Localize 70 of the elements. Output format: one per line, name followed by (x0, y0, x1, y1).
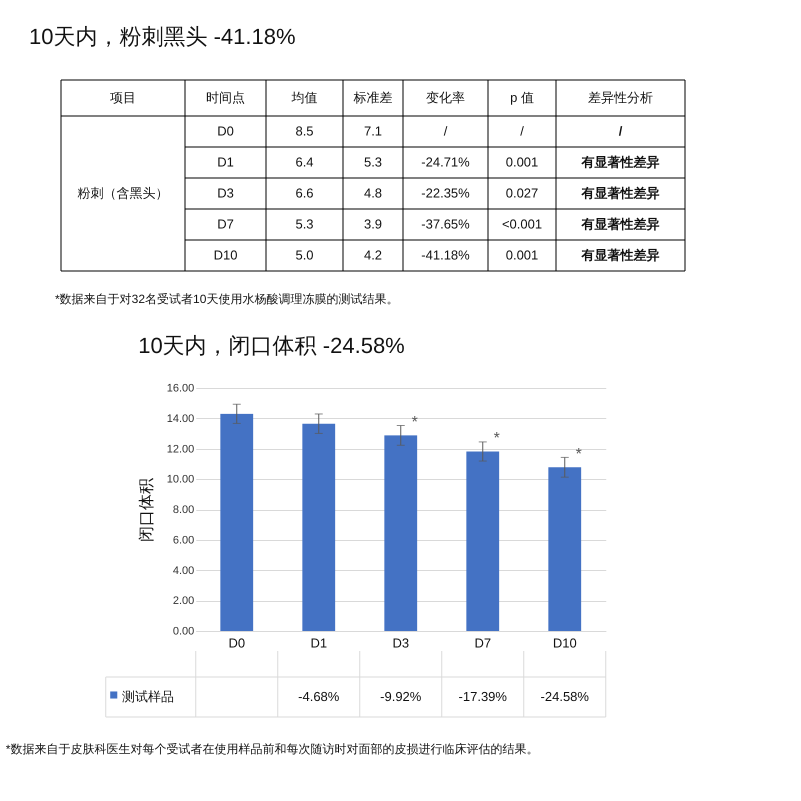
text: 有显著性差异 (580, 154, 660, 170)
chart-title: 10天内，闭口体积 -24.58% (138, 333, 405, 358)
x-tick-label: D1 (310, 636, 328, 650)
text: 时间点 (206, 90, 245, 105)
text: 6.4 (295, 154, 314, 170)
text: 3.9 (364, 216, 382, 232)
x-tick-label: D3 (392, 636, 410, 650)
bar (220, 414, 254, 631)
text: D10 (214, 248, 238, 262)
text: D0 (217, 124, 234, 138)
text: 标准差 (352, 90, 392, 105)
text: -37.65% (421, 216, 470, 232)
text: 4.8 (364, 186, 382, 200)
text: 0.001 (506, 154, 538, 170)
text: 5.0 (295, 248, 314, 262)
text: 差异性分析 (588, 90, 653, 105)
text: 0.027 (506, 186, 538, 200)
bar (302, 424, 336, 631)
text: 5.3 (364, 154, 382, 170)
annotation: * (494, 430, 500, 448)
y-tick-label: 4.00 (172, 564, 194, 577)
y-tick-label: 10.00 (166, 474, 194, 486)
text: 0.001 (506, 248, 538, 262)
text: 均值 (290, 90, 318, 105)
annotation: * (576, 446, 582, 464)
legend-label: 测试样品 (122, 689, 174, 704)
text: -24.71% (421, 154, 470, 170)
y-tick-label: 6.00 (172, 534, 194, 546)
y-tick-label: 2.00 (172, 595, 194, 608)
text: 有显著性差异 (580, 248, 660, 262)
text: *数据来自于皮肤科医生对每个受试者在使用样品前和每次随访时对面部的皮损进行临床评估的结果。 (6, 742, 538, 756)
text: p 值 (510, 90, 534, 105)
text: 有显著性差异 (580, 216, 660, 232)
text: 5.3 (295, 216, 314, 232)
text: 4.2 (364, 248, 382, 262)
text: / (444, 124, 448, 138)
text: -4.68% (298, 689, 340, 704)
text: D3 (217, 186, 234, 200)
annotation: * (412, 414, 418, 432)
text: -9.92% (380, 689, 422, 704)
text: -24.58% (540, 689, 590, 704)
x-tick-label: D7 (474, 636, 492, 650)
text: 粉刺（含黑头） (78, 186, 168, 200)
y-tick-label: 0.00 (172, 626, 194, 638)
text: / (520, 124, 524, 138)
text: <0.001 (502, 216, 542, 232)
text: D7 (217, 216, 234, 232)
bar (384, 435, 418, 631)
text: 10天内，粉刺黑头 -41.18% (29, 24, 296, 49)
text: -22.35% (421, 186, 470, 200)
y-tick-label: 16.00 (166, 382, 194, 394)
x-tick-label: D0 (228, 636, 246, 650)
y-tick-label: 12.00 (166, 443, 194, 456)
text: -17.39% (458, 689, 508, 704)
text: 变化率 (426, 90, 465, 105)
text: *数据来自于对32名受试者10天使用水杨酸调理冻膜的测试结果。 (55, 292, 398, 306)
text: 8.5 (295, 124, 314, 138)
text: 7.1 (364, 124, 382, 138)
bar (466, 451, 500, 631)
text: 有显著性差异 (580, 186, 660, 200)
text: D1 (217, 154, 234, 170)
x-tick-label: D10 (552, 636, 577, 650)
y-axis-title: 闭口体积 (138, 478, 156, 542)
y-tick-label: 14.00 (166, 412, 194, 425)
text: 项目 (110, 90, 136, 105)
text: / (618, 124, 623, 138)
bar (548, 467, 582, 631)
text: -41.18% (421, 248, 470, 262)
text: 6.6 (295, 186, 314, 200)
y-tick-label: 8.00 (172, 504, 194, 516)
